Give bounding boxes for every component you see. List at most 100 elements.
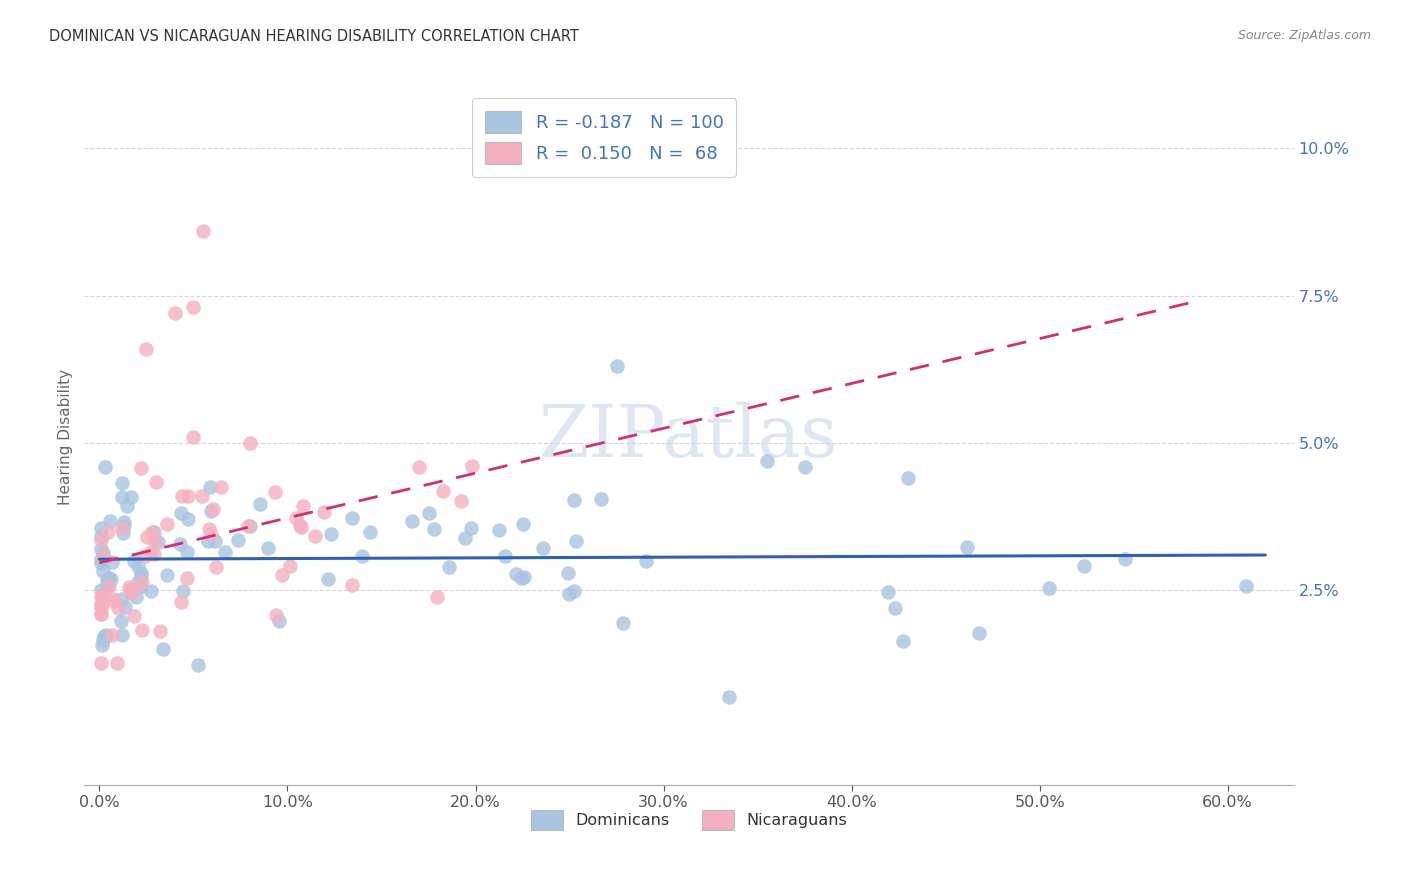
Point	[1073, 559, 1095, 574]
Point	[267, 615, 290, 629]
Point	[226, 533, 249, 548]
Point	[112, 525, 135, 540]
Point	[312, 505, 335, 519]
Point	[634, 553, 657, 567]
Point	[90, 607, 112, 621]
Point	[270, 567, 292, 582]
Point	[101, 592, 124, 607]
Point	[111, 475, 134, 490]
Point	[118, 580, 141, 594]
Point	[135, 342, 157, 356]
Point	[163, 306, 186, 320]
Point	[432, 484, 454, 499]
Point	[90, 551, 112, 566]
Point	[278, 559, 301, 574]
Point	[897, 471, 920, 485]
Point	[292, 499, 315, 513]
Point	[97, 525, 120, 540]
Point	[562, 583, 585, 598]
Point	[90, 533, 112, 547]
Point	[90, 590, 112, 604]
Point	[114, 519, 136, 533]
Point	[512, 516, 534, 531]
Point	[612, 616, 634, 631]
Point	[120, 585, 142, 599]
Point	[96, 573, 118, 587]
Point	[149, 624, 172, 639]
Point	[204, 533, 226, 548]
Point	[90, 542, 112, 557]
Point	[90, 607, 112, 621]
Point	[201, 502, 224, 516]
Point	[111, 521, 134, 535]
Point	[793, 459, 815, 474]
Point	[200, 504, 222, 518]
Point	[488, 524, 510, 538]
Point	[1234, 579, 1257, 593]
Point	[209, 480, 232, 494]
Point	[94, 460, 117, 475]
Point	[135, 530, 157, 544]
Point	[111, 491, 134, 505]
Point	[494, 549, 516, 563]
Point	[257, 541, 280, 556]
Point	[606, 359, 628, 374]
Point	[139, 544, 162, 558]
Point	[505, 567, 527, 582]
Point	[112, 516, 135, 530]
Point	[170, 507, 193, 521]
Point	[342, 510, 364, 524]
Point	[197, 533, 219, 548]
Point	[129, 461, 152, 475]
Y-axis label: Hearing Disability: Hearing Disability	[58, 369, 73, 505]
Point	[316, 572, 339, 586]
Point	[90, 556, 112, 570]
Point	[956, 540, 979, 554]
Point	[129, 566, 152, 581]
Point	[284, 510, 307, 524]
Point	[97, 572, 120, 586]
Point	[408, 459, 430, 474]
Point	[249, 497, 271, 511]
Point	[101, 555, 124, 569]
Point	[198, 523, 221, 537]
Point	[90, 528, 112, 542]
Point	[756, 453, 779, 467]
Point	[152, 641, 174, 656]
Point	[131, 575, 153, 590]
Point	[531, 541, 554, 556]
Text: Source: ZipAtlas.com: Source: ZipAtlas.com	[1237, 29, 1371, 42]
Point	[90, 583, 112, 598]
Point	[437, 559, 460, 574]
Point	[120, 490, 142, 504]
Point	[200, 480, 222, 494]
Point	[177, 489, 200, 503]
Point	[90, 521, 112, 535]
Point	[512, 570, 534, 584]
Point	[236, 518, 259, 533]
Point	[423, 522, 446, 536]
Point	[589, 491, 612, 506]
Point	[91, 564, 114, 578]
Point	[321, 527, 343, 541]
Point	[426, 591, 449, 605]
Point	[114, 599, 136, 614]
Point	[98, 571, 121, 585]
Point	[118, 582, 141, 597]
Point	[98, 579, 121, 593]
Point	[170, 489, 193, 503]
Point	[105, 656, 128, 670]
Point	[127, 559, 149, 574]
Point	[204, 560, 226, 574]
Point	[891, 634, 914, 648]
Point	[127, 574, 149, 589]
Point	[91, 545, 114, 559]
Point	[288, 518, 311, 533]
Point	[96, 628, 118, 642]
Point	[146, 535, 169, 549]
Text: DOMINICAN VS NICARAGUAN HEARING DISABILITY CORRELATION CHART: DOMINICAN VS NICARAGUAN HEARING DISABILI…	[49, 29, 579, 44]
Point	[557, 566, 579, 580]
Point	[125, 590, 148, 604]
Point	[124, 608, 146, 623]
Point	[967, 626, 990, 640]
